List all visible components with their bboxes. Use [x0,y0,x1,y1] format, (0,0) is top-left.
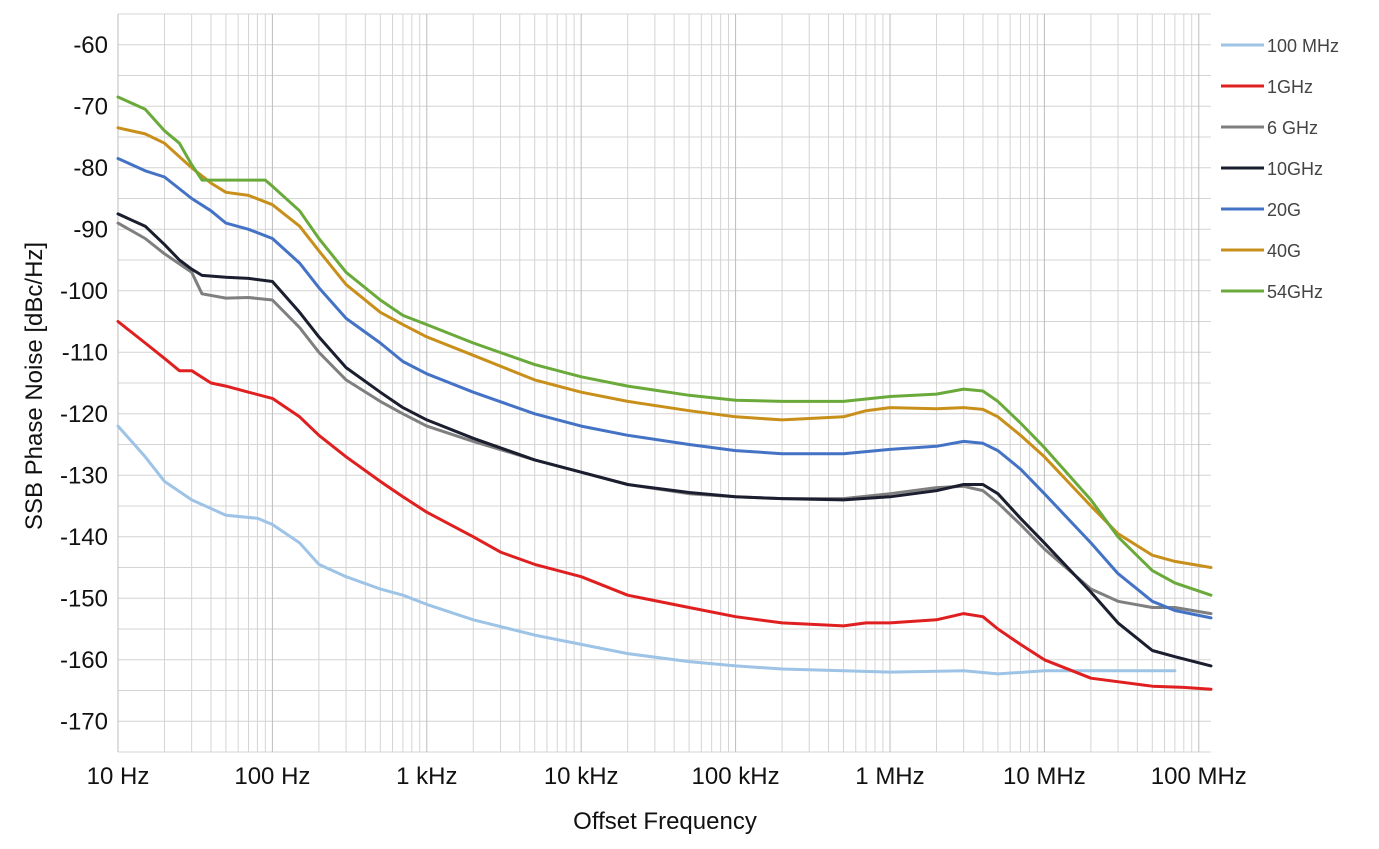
y-tick-label: -90 [73,216,108,243]
x-tick-label: 1 MHz [855,763,924,790]
x-tick-labels: 10 Hz 100 Hz 1 kHz 10 kHz 100 kHz 1 MHz 10 MHz… [87,763,1247,790]
x-tick-label: 100 kHz [692,763,780,790]
series-line-40g [116,126,1213,569]
legend: 100 MHz 1GHz 6 GHz 10GHz 20G 40G 54GHz [1221,36,1339,302]
y-tick-label: -160 [60,647,108,674]
y-tick-label: -70 [73,93,108,120]
legend-label: 6 GHz [1267,118,1318,138]
legend-label: 40G [1267,241,1301,261]
series-line-100-mhz [116,424,1177,676]
x-axis-title: Offset Frequency [573,808,757,835]
y-tick-label: -110 [62,339,108,366]
y-tick-label: -60 [73,32,108,59]
legend-label: 54GHz [1267,282,1323,302]
x-tick-label: 100 MHz [1151,763,1247,790]
x-tick-label: 10 Hz [87,763,150,790]
series-line-54ghz [116,95,1213,597]
series-lines [116,95,1213,691]
series-line-20g [116,157,1213,620]
series-line-1ghz [116,320,1213,691]
y-tick-label: -170 [60,708,108,735]
y-axis-title: SSB Phase Noise [dBc/Hz] [21,242,48,530]
x-tick-label: 100 Hz [234,763,310,790]
legend-label: 1GHz [1267,77,1313,97]
grid-lines [117,13,1211,753]
x-tick-label: 10 kHz [544,763,619,790]
legend-label: 100 MHz [1267,36,1339,56]
y-tick-label: -100 [60,278,108,305]
series-line-10ghz [116,212,1213,668]
y-tick-labels: -60 -70 -80 -90 -100 -110 -120 -130 -140 -150 -160… [60,32,108,736]
x-tick-label: 1 kHz [396,763,457,790]
y-tick-label: -120 [60,401,108,428]
y-tick-label: -80 [73,155,108,182]
y-tick-label: -140 [60,524,108,551]
y-tick-label: -150 [60,585,108,612]
legend-label: 10GHz [1267,159,1323,179]
x-tick-label: 10 MHz [1003,763,1086,790]
legend-label: 20G [1267,200,1301,220]
y-tick-label: -130 [60,462,108,489]
